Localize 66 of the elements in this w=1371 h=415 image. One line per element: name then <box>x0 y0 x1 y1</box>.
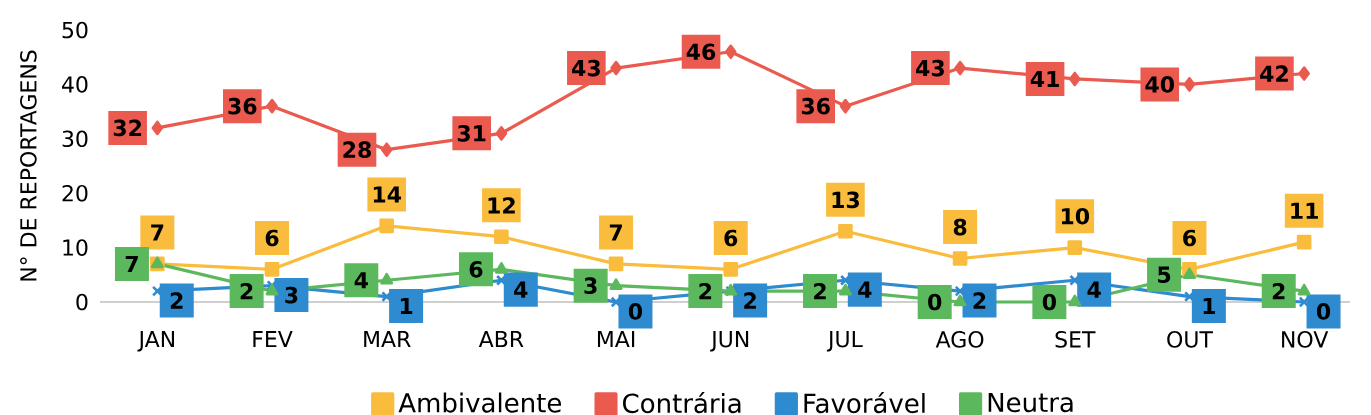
data-label: 32 <box>113 119 142 137</box>
data-label: 41 <box>1030 70 1059 87</box>
data-label: 43 <box>572 59 600 77</box>
x-tick-label: NOV <box>1282 331 1329 348</box>
data-label: 2 <box>1272 282 1285 300</box>
data-label: 4 <box>1087 281 1101 298</box>
data-label: 3 <box>584 277 597 294</box>
x-tick-label: MAR <box>364 331 411 348</box>
data-label: 8 <box>953 218 967 236</box>
x-tick-label: FEV <box>253 331 293 348</box>
data-label: 5 <box>1158 266 1171 283</box>
data-label: 6 <box>469 261 483 278</box>
y-tick-label: 40 <box>62 76 88 93</box>
x-tick-label: AGO <box>935 331 984 348</box>
data-label: 0 <box>1042 293 1056 311</box>
y-tick-label: 0 <box>76 293 88 311</box>
legend-label: Favorável <box>804 391 925 414</box>
y-tick-label: 30 <box>62 130 88 148</box>
x-tick-label: OUT <box>1167 331 1213 348</box>
data-label: 11 <box>1291 202 1318 219</box>
data-label: 6 <box>1183 229 1196 247</box>
data-label: 14 <box>373 186 402 203</box>
x-tick-label: JUL <box>826 331 863 352</box>
data-label: 2 <box>240 282 253 300</box>
y-tick-label: 10 <box>63 239 88 256</box>
data-label: 0 <box>1316 303 1331 320</box>
data-label: 2 <box>814 282 826 300</box>
data-label: 28 <box>343 141 371 158</box>
data-label: 3 <box>285 286 298 304</box>
x-tick-label: JUN <box>710 331 749 352</box>
data-label: 46 <box>686 43 716 61</box>
data-label: 42 <box>1260 65 1288 82</box>
legend-label: Ambivalente <box>398 392 561 413</box>
x-tick-label: JAN <box>137 331 175 352</box>
data-label: 2 <box>744 292 756 309</box>
data-label: 36 <box>801 97 830 115</box>
x-tick-label: ABR <box>478 331 524 348</box>
legend-label: Contrária <box>623 391 741 414</box>
data-label: 12 <box>488 197 515 214</box>
data-label: 1 <box>400 297 413 314</box>
data-label: 4 <box>858 281 872 298</box>
data-label: 2 <box>170 292 183 309</box>
data-label: 7 <box>609 224 622 241</box>
data-label: 6 <box>265 229 279 247</box>
data-label: 36 <box>228 97 257 115</box>
y-tick-label: 50 <box>62 21 88 39</box>
y-axis-title: N° DE REPORTAGENS <box>20 50 37 281</box>
data-label: 7 <box>151 224 164 241</box>
legend-label: Neutra <box>988 392 1073 413</box>
data-label: 6 <box>724 229 738 247</box>
data-label: 13 <box>832 191 859 209</box>
data-label: 43 <box>916 59 944 77</box>
data-label: 0 <box>928 293 942 311</box>
data-label: 31 <box>457 125 486 142</box>
x-tick-label: MAI <box>597 331 635 348</box>
data-label: 40 <box>1145 76 1174 93</box>
data-label: 10 <box>1061 207 1090 225</box>
y-tick-label: 20 <box>62 184 88 202</box>
data-label: 4 <box>354 272 368 289</box>
data-label: 0 <box>628 303 643 320</box>
data-label: 2 <box>699 282 712 300</box>
data-label: 4 <box>514 281 528 298</box>
data-label: 1 <box>1203 297 1215 314</box>
x-tick-label: SET <box>1055 331 1096 348</box>
data-label: 7 <box>125 255 138 272</box>
data-label: 2 <box>973 292 986 309</box>
